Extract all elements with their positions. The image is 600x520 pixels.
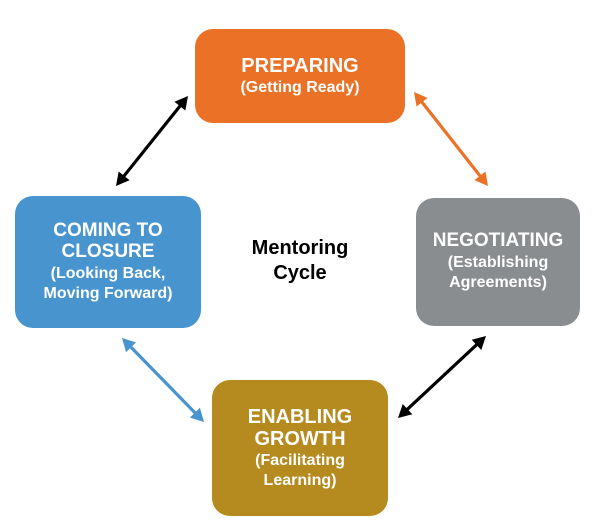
node-enabling-sub2: Learning) (264, 472, 337, 490)
node-negotiating-sub1: (Establishing (448, 254, 548, 272)
node-closure-sub2: Moving Forward) (44, 285, 173, 303)
node-enabling: ENABLING GROWTH (Facilitating Learning) (212, 380, 388, 516)
node-enabling-title1: ENABLING (248, 406, 352, 428)
node-enabling-title2: GROWTH (254, 428, 345, 450)
node-negotiating: NEGOTIATING (Establishing Agreements) (416, 198, 580, 326)
node-enabling-sub1: (Facilitating (255, 452, 345, 470)
mentoring-cycle-diagram: Mentoring Cycle PREPARING (Getting Ready… (0, 0, 600, 520)
center-label-line1: Mentoring (220, 236, 380, 261)
center-label: Mentoring Cycle (220, 236, 380, 286)
node-preparing: PREPARING (Getting Ready) (195, 29, 405, 123)
node-closure-title1: COMING TO (53, 221, 162, 242)
node-closure-title2: CLOSURE (62, 242, 155, 263)
node-closure: COMING TO CLOSURE (Looking Back, Moving … (15, 196, 201, 328)
node-negotiating-title: NEGOTIATING (433, 231, 564, 252)
node-preparing-title: PREPARING (241, 55, 358, 77)
center-label-line2: Cycle (220, 261, 380, 286)
node-closure-sub1: (Looking Back, (51, 265, 166, 283)
node-preparing-subtitle: (Getting Ready) (240, 79, 359, 97)
node-negotiating-sub2: Agreements) (449, 274, 547, 292)
